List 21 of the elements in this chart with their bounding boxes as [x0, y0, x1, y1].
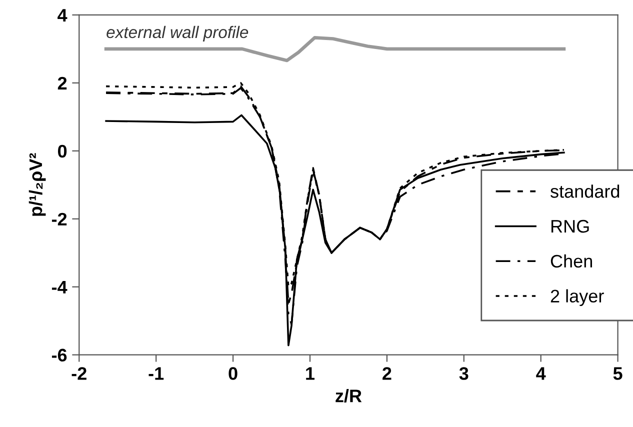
legend-label: 2 layer	[550, 289, 604, 306]
legend-label: Chen	[550, 254, 592, 268]
y-tick-label: 2	[58, 76, 67, 90]
x-tick-label: -1	[148, 367, 164, 380]
x-tick-label: 3	[459, 367, 468, 380]
y-tick-label: 0	[58, 144, 67, 158]
y-tick-label: 4	[58, 9, 68, 22]
y-tick-label: -6	[52, 348, 67, 362]
x-tick-label: -2	[72, 367, 86, 380]
y-axis-title: p/¹/₂ρV²	[28, 153, 46, 216]
x-tick-label: 0	[228, 367, 238, 380]
x-axis-title: z/R	[336, 389, 362, 402]
x-tick-label: 5	[613, 367, 622, 380]
y-tick-label: -2	[52, 212, 67, 226]
legend-label: standard	[550, 184, 620, 198]
x-tick-label: 1	[306, 367, 315, 380]
legend-label: RNG	[551, 220, 589, 233]
y-tick-label: -4	[52, 280, 68, 294]
x-tick-label: 2	[382, 367, 392, 380]
x-tick-label: 4	[536, 367, 546, 380]
series-label: external wall profile	[106, 26, 248, 42]
